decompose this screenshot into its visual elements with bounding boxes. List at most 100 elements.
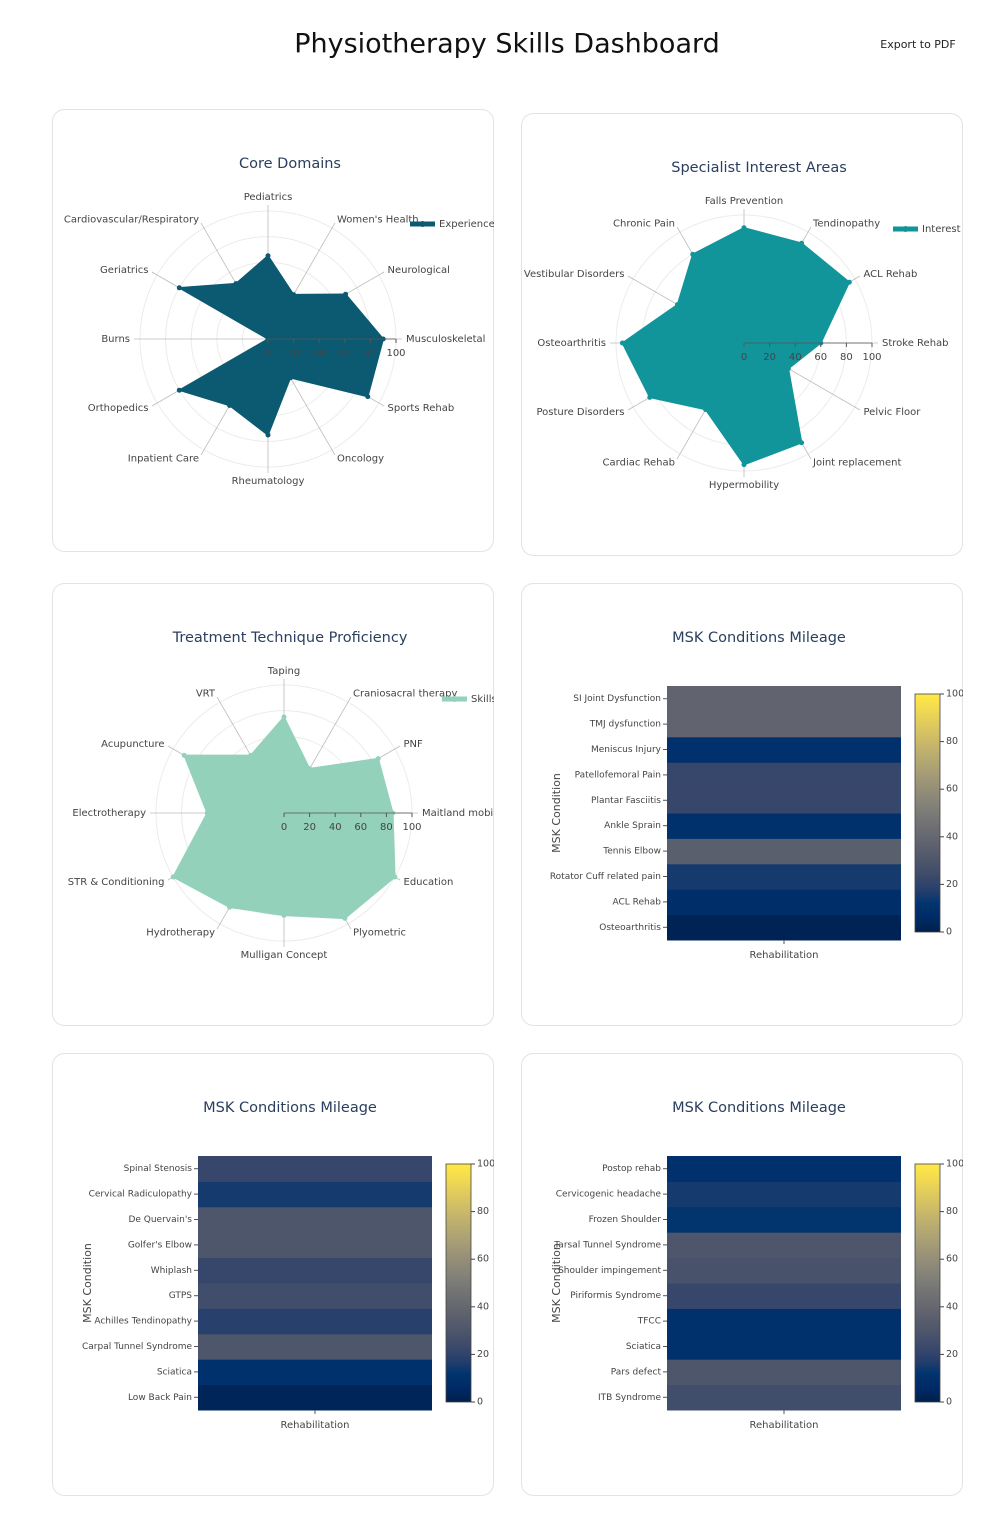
heatmap-cell	[667, 1206, 901, 1233]
y-tick-label: Ankle Sprain	[604, 821, 661, 831]
y-tick-label: Tarsal Tunnel Syndrome	[553, 1240, 661, 1250]
y-tick-label: Cervical Radiculopathy	[89, 1190, 193, 1200]
y-tick-label: TMJ dysfunction	[589, 720, 661, 730]
heatmap-cell	[198, 1181, 432, 1208]
y-tick-label: Osteoarthritis	[599, 923, 661, 933]
category-label: Taping	[267, 666, 300, 677]
radial-tick-label: 100	[402, 822, 421, 833]
legend-label: Skills	[471, 694, 497, 705]
legend-marker	[451, 696, 458, 702]
y-tick-label: Whiplash	[151, 1266, 192, 1276]
chart-body: MSK Conditions Mileage Osteoarthritis ACL …	[550, 630, 964, 961]
radar-point	[619, 340, 625, 346]
heatmap-cell	[198, 1156, 432, 1182]
category-label: Hypermobility	[709, 480, 779, 491]
heatmap-cell	[667, 1384, 901, 1411]
radar-point	[785, 366, 791, 372]
radar-point	[703, 407, 709, 413]
y-tick-label: SI Joint Dysfunction	[573, 694, 661, 704]
y-tick-label: Golfer's Elbow	[128, 1240, 192, 1250]
heatmap-cell	[667, 1232, 901, 1259]
heatmap-cell	[667, 863, 901, 890]
colorbar	[914, 693, 941, 933]
chart-body: Specialist Interest Areas Falls Preventio…	[524, 160, 961, 491]
radar-point	[343, 291, 349, 297]
radar-point	[799, 440, 805, 446]
category-label: Oncology	[337, 454, 384, 465]
category-label: Vestibular Disorders	[524, 269, 625, 280]
y-tick-label: ACL Rehab	[613, 897, 662, 907]
heatmap-cell	[667, 813, 901, 839]
radial-tick-label: 20	[287, 348, 300, 359]
x-tick-label: Rehabilitation	[280, 1420, 349, 1431]
y-tick-label: Spinal Stenosis	[124, 1164, 193, 1174]
radar-point	[248, 752, 254, 758]
radar-point	[647, 394, 653, 400]
radial-tick-label: 20	[763, 352, 776, 363]
radar-point	[281, 714, 287, 720]
category-label: Electrotherapy	[72, 808, 146, 819]
heatmap-cell	[667, 787, 901, 814]
radar-point	[265, 253, 271, 259]
heatmap-cell	[667, 838, 901, 865]
colorbar-tick-label: 80	[477, 1206, 489, 1217]
category-label: Sports Rehab	[388, 403, 455, 414]
chart-card: Treatment Technique Proficiency Taping Cra…	[52, 583, 497, 1026]
page-title: Physiotherapy Skills Dashboard	[294, 29, 720, 60]
category-label: PNF	[404, 739, 424, 750]
radar-point	[204, 810, 210, 816]
y-tick-label: Sciatica	[157, 1367, 192, 1377]
category-label: Tendinopathy	[812, 218, 880, 229]
chart-card: MSK Conditions Mileage Osteoarthritis ACL …	[521, 583, 964, 1026]
legend-label: Experience	[439, 219, 495, 230]
y-tick-label: Plantar Fasciitis	[591, 796, 661, 806]
colorbar-tick-label: 0	[477, 1397, 483, 1408]
radial-tick-label: 60	[338, 348, 351, 359]
category-label: Joint replacement	[812, 458, 901, 469]
radar-point	[281, 912, 287, 918]
colorbar-tick-label: 100	[946, 689, 964, 700]
radar-point	[375, 756, 381, 762]
category-label: Hydrotherapy	[146, 928, 215, 939]
category-label: VRT	[196, 688, 216, 699]
radar-point	[227, 904, 233, 910]
colorbar-tick-label: 100	[946, 1159, 964, 1170]
radial-tick-label: 40	[313, 348, 326, 359]
radial-tick-label: 80	[380, 822, 393, 833]
heatmap-cell	[667, 762, 901, 789]
legend-marker	[902, 226, 909, 232]
heatmap-cell	[198, 1206, 432, 1233]
category-label: Pelvic Floor	[864, 407, 922, 418]
colorbar-tick-label: 80	[946, 1206, 958, 1217]
heatmap-cell	[198, 1384, 432, 1411]
y-tick-label: Frozen Shoulder	[589, 1215, 662, 1225]
radar-point	[674, 302, 680, 308]
chart-body: Core Domains Pediatrics Women's Health Neur…	[64, 156, 495, 487]
heatmap-cell	[667, 1257, 901, 1284]
category-label: ACL Rehab	[864, 269, 918, 280]
radar-point	[181, 752, 187, 758]
y-axis-title: MSK Condition	[550, 773, 563, 853]
radial-tick-label: 80	[840, 352, 853, 363]
heatmap-cell	[667, 889, 901, 916]
radar-point	[365, 394, 371, 400]
category-label: Education	[404, 877, 454, 888]
category-label: Women's Health	[337, 214, 419, 225]
category-label: Burns	[101, 334, 130, 345]
radial-tick-label: 0	[265, 348, 271, 359]
chart-body: MSK Conditions Mileage Low Back Pain Sciat…	[81, 1100, 494, 1431]
y-tick-label: Postop rehab	[602, 1164, 661, 1174]
legend-label: Interest	[922, 224, 961, 235]
colorbar-tick-label: 20	[946, 1349, 958, 1360]
radar-point	[846, 279, 852, 285]
y-tick-label: GTPS	[169, 1291, 193, 1301]
category-label: Musculoskeletal	[406, 334, 485, 345]
heatmap-cell	[667, 1359, 901, 1386]
colorbar-tick-label: 0	[946, 1397, 952, 1408]
y-tick-label: Rotator Cuff related pain	[550, 872, 661, 882]
category-label: Neurological	[388, 265, 450, 276]
chart-title: Treatment Technique Proficiency	[172, 630, 408, 646]
chart-body: MSK Conditions Mileage ITB Syndrome Pars d…	[550, 1100, 964, 1431]
export-button[interactable]: Export to PDF	[880, 38, 955, 51]
